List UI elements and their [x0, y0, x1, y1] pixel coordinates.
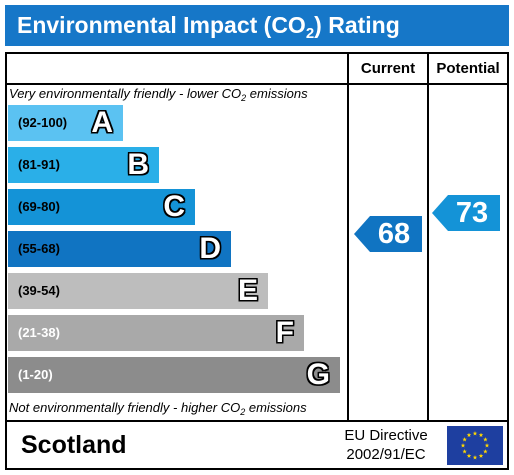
eu-star-icon: [466, 453, 472, 458]
band-letter: A: [91, 106, 113, 139]
band-range: (81-91): [18, 157, 60, 172]
divider-potential: [427, 54, 429, 420]
title-main: Environmental Impact (CO: [17, 12, 306, 38]
eu-star-icon: [466, 432, 472, 438]
bottom-note: Not environmentally friendly - higher CO…: [9, 400, 307, 417]
band-c: (69-80) C: [8, 189, 195, 225]
eu-star-icon: [472, 455, 478, 460]
band-range: (55-68): [18, 241, 60, 256]
band-f: (21-38) F: [8, 315, 304, 351]
eu-flag-icon: [447, 426, 503, 465]
footer: Scotland EU Directive 2002/91/EC: [5, 422, 509, 470]
page-title: Environmental Impact (CO2) Rating: [5, 5, 509, 46]
eu-star-icon: [478, 453, 484, 458]
title-rest: ) Rating: [314, 12, 400, 38]
eu-star-icon: [483, 437, 488, 442]
eu-star-icon: [462, 449, 467, 454]
band-range: (21-38): [18, 325, 60, 340]
band-d: (55-68) D: [8, 231, 231, 267]
top-note: Very environmentally friendly - lower CO…: [9, 86, 308, 103]
band-letter: D: [199, 232, 221, 265]
rating-frame: Current Potential: [5, 52, 509, 422]
band-range: (69-80): [18, 199, 60, 214]
band-g: (1-20) G: [8, 357, 340, 393]
band-range: (92-100): [18, 115, 68, 130]
eu-star-icon: [483, 449, 488, 454]
band-b: (81-91) B: [8, 147, 159, 183]
band-letter: F: [275, 316, 294, 349]
band-letter: B: [127, 148, 149, 181]
current-arrow-shape: [354, 216, 422, 252]
eu-star-icon: [478, 432, 484, 438]
band-range: (1-20): [18, 367, 53, 382]
eu-directive: EU Directive 2002/91/EC: [333, 426, 439, 464]
region-label: Scotland: [21, 431, 127, 459]
current-rating-value: 68: [377, 218, 411, 250]
eu-star-icon: [462, 437, 467, 442]
band-range: (39-54): [18, 283, 60, 298]
potential-rating-value: 73: [455, 197, 489, 229]
divider-current: [347, 54, 349, 420]
directive-line-2: 2002/91/EC: [346, 446, 426, 463]
header-divider: [7, 83, 507, 85]
eu-star-icon: [484, 443, 490, 448]
eu-star-icon: [460, 443, 466, 448]
band-letter: E: [237, 274, 258, 307]
current-column-header: Current: [360, 60, 416, 77]
band-a: (92-100) A: [8, 105, 123, 141]
potential-column-header: Potential: [436, 60, 500, 77]
band-e: (39-54) E: [8, 273, 268, 309]
potential-rating-arrow: 73: [432, 195, 500, 231]
eu-star-icon: [472, 431, 478, 436]
title-subscript: 2: [305, 25, 315, 42]
potential-arrow-shape: [432, 195, 500, 231]
directive-line-1: EU Directive: [344, 427, 428, 444]
band-letter: C: [163, 190, 185, 223]
band-letter: G: [306, 358, 330, 391]
current-rating-arrow: 68: [354, 216, 422, 252]
